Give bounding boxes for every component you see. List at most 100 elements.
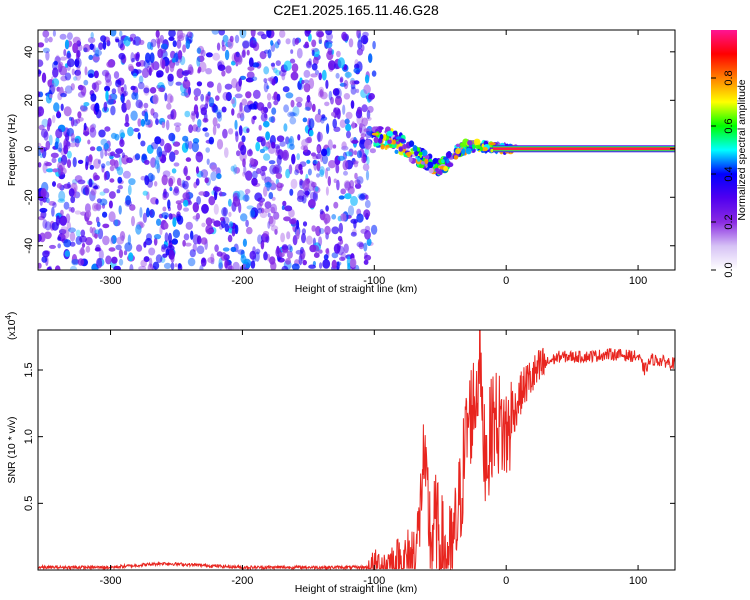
spectrogram-cell — [137, 81, 145, 90]
spectrogram-cell — [283, 216, 291, 222]
spectrogram-cell — [96, 257, 103, 269]
spectrogram-cell — [408, 140, 415, 147]
spectrogram-cell — [353, 80, 360, 85]
spectrogram-cell — [216, 173, 222, 180]
spectrogram-cell — [168, 36, 175, 41]
spectrogram-cell — [272, 166, 280, 175]
spectrogram-cell — [204, 177, 209, 184]
spectrogram-cell — [115, 148, 123, 155]
spectrogram-cell — [105, 255, 112, 265]
spectrogram-cell — [252, 170, 258, 179]
spectrogram-cell — [156, 218, 162, 226]
spectrogram-cell — [171, 238, 178, 245]
spectrogram-cell — [170, 262, 175, 270]
spectrogram-cell — [323, 213, 331, 224]
spectrogram-cell — [183, 165, 188, 177]
spectrogram-cell — [267, 77, 274, 82]
spectrogram-cell — [312, 245, 320, 253]
spectrogram-cell — [339, 256, 346, 261]
spectrogram-cell — [360, 35, 369, 45]
spectrogram-cell — [198, 61, 207, 73]
spectrogram-cell — [356, 30, 361, 39]
spectrogram-cell — [207, 257, 215, 264]
spectrogram-cell — [45, 162, 52, 167]
spectrogram-cell — [185, 242, 192, 247]
spectrogram-cell — [277, 39, 281, 45]
spectrogram-cell — [132, 39, 136, 45]
spectrogram-cell — [89, 127, 97, 138]
spectrogram-cell — [161, 121, 166, 129]
spectrogram-cell — [294, 169, 299, 176]
spectrogram-cell — [183, 233, 190, 241]
spectrogram-cell — [140, 259, 147, 268]
spectrogram-cell — [206, 158, 210, 165]
spectrogram-cell — [239, 102, 243, 112]
spectrogram-cell — [350, 195, 358, 207]
spectrogram-cell — [216, 139, 224, 150]
spectrogram-cell — [307, 180, 315, 192]
spectrogram-cell — [166, 244, 175, 252]
spectrogram-cell — [342, 160, 349, 171]
spectrogram-cell — [142, 212, 147, 223]
spectrogram-cell — [42, 30, 50, 38]
spectrogram-cell — [263, 81, 269, 93]
spectrogram-cell — [285, 38, 291, 45]
spectrogram-cell — [146, 144, 154, 154]
spectrogram-cell — [170, 109, 177, 120]
spectrogram-cell — [312, 48, 320, 58]
spectrogram-cell — [125, 113, 129, 125]
spectrogram-cell — [119, 139, 125, 148]
spectrogram-cell — [322, 154, 328, 165]
spectrogram-cell — [246, 49, 250, 56]
colorbar-tick-label: 0.6 — [723, 118, 735, 133]
spectrogram-cell — [180, 91, 188, 97]
spectrogram-cell — [392, 139, 396, 145]
spectrogram-cell — [255, 141, 261, 152]
snr-x-ticks: -300 -200 -100 0 100 — [100, 330, 647, 587]
spectrogram-cell — [127, 184, 132, 196]
spectrogram-cell — [164, 142, 172, 153]
spectrogram-cell — [240, 112, 245, 122]
spectrogram-cell — [99, 191, 106, 196]
spectrogram-cell — [185, 221, 193, 230]
spectrogram-cell — [172, 40, 177, 48]
spectrogram-cell — [42, 47, 50, 54]
spectrogram-cell — [270, 62, 275, 67]
spectrogram-cell — [297, 134, 301, 141]
spectrogram-cell — [100, 148, 104, 159]
spectrogram-cell — [124, 122, 130, 127]
spectrogram-cell — [195, 178, 200, 186]
spectrogram-cell — [416, 147, 421, 152]
spectrogram-cell — [111, 88, 117, 95]
spectrogram-cell — [172, 217, 177, 228]
spectrogram-cell — [130, 85, 136, 91]
spectrogram-cell — [316, 173, 320, 178]
spectrogram-cell — [118, 52, 126, 60]
spectrogram-cell — [138, 75, 144, 84]
spectrogram-cell — [185, 139, 190, 150]
spectrogram-cell — [74, 57, 82, 69]
spectrogram-cell — [49, 84, 55, 95]
spectrogram-cell — [59, 33, 67, 40]
spectrogram-cell — [319, 166, 325, 176]
spectrogram-cell — [420, 161, 425, 165]
snr-background — [38, 330, 675, 570]
spectrogram-cell — [228, 198, 232, 207]
spectrogram-cell — [357, 39, 363, 50]
spectrogram-cell — [201, 222, 206, 228]
spectrogram-cell — [460, 143, 467, 148]
spectrogram-cell — [371, 132, 379, 136]
spectrogram-cell — [366, 238, 372, 247]
spectrogram-cell — [183, 69, 192, 75]
spectrogram-cell — [306, 235, 313, 245]
spectrogram-cell — [94, 49, 102, 57]
spectrogram-cell — [70, 207, 75, 213]
spectrogram-cell — [195, 166, 200, 174]
spectrogram-cell — [185, 40, 191, 50]
spectrogram-cell — [333, 243, 341, 254]
spectrogram-cell — [94, 229, 101, 235]
spectrogram-cell — [69, 116, 73, 121]
snr-x-label: Height of straight line (km) — [295, 583, 418, 595]
spectrogram-cell — [279, 140, 286, 147]
spectrogram-cell — [351, 121, 356, 129]
